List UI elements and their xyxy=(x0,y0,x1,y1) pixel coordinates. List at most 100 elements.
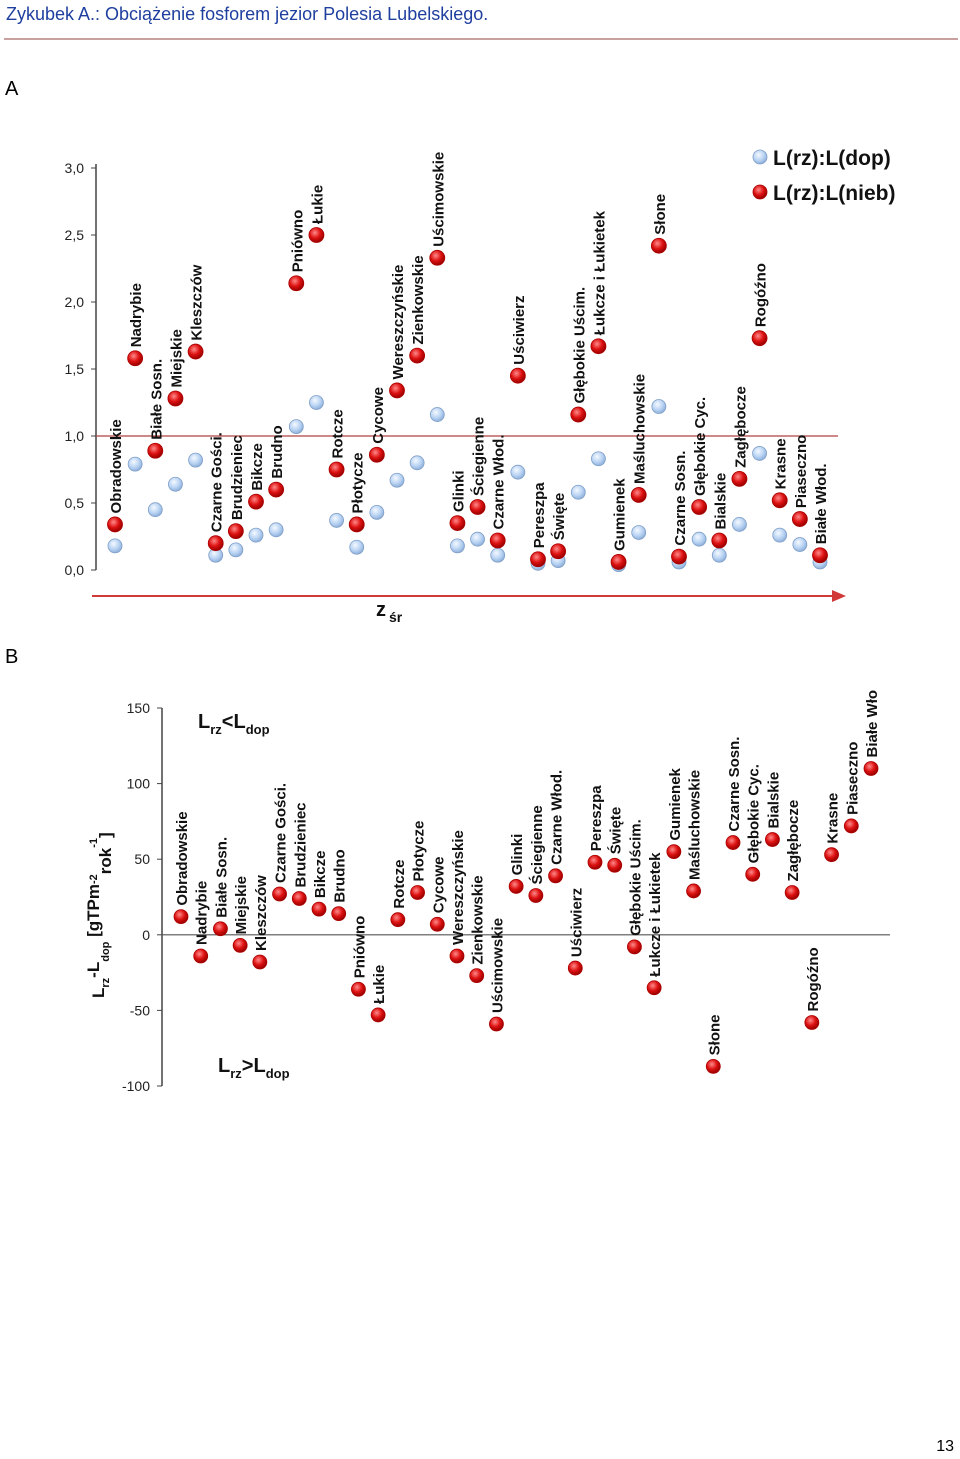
y-tick-label: -100 xyxy=(122,1078,150,1094)
point-label-nadrybie: Nadrybie xyxy=(194,881,211,945)
point-dop-łukcze-i-łukietek xyxy=(591,451,606,467)
point-label-łukie: Łukie xyxy=(371,965,388,1004)
point-piaseczno xyxy=(843,818,859,834)
point-nieb-głębokie-cyc xyxy=(691,499,708,515)
point-label-brudno: Brudno xyxy=(332,849,349,902)
point-dop-brudzieniec xyxy=(228,542,244,558)
point-label-zagłębocze: Zagłębocze xyxy=(785,800,802,882)
point-dop-pniówno xyxy=(288,419,304,435)
point-dop-brudno xyxy=(268,522,284,538)
point-label-krasne: Krasne xyxy=(773,438,790,489)
point-głębokie-cyc xyxy=(745,866,761,882)
y-tick-label: -50 xyxy=(130,1002,150,1018)
point-nieb-kleszczów xyxy=(187,343,204,360)
point-label-piaseczno: Piaseczno xyxy=(793,435,810,508)
point-łukie xyxy=(370,1007,386,1023)
panel-label-a: A xyxy=(5,78,19,100)
point-label-rogóźno: Rogóźno xyxy=(805,947,822,1011)
point-label-brudzieniec: Brudzieniec xyxy=(292,802,309,887)
point-krasne xyxy=(824,847,839,863)
point-label-czarne-włod: Czarne Włod. xyxy=(491,435,508,530)
point-label-białe-sosn: Białe Sosn. xyxy=(213,837,230,918)
point-label-krasne: Krasne xyxy=(825,793,842,844)
point-dop-zienkowskie xyxy=(409,455,425,471)
point-label-czarne-włod: Czarne Włod. xyxy=(549,770,566,865)
point-gumienek xyxy=(666,844,682,860)
y-tick-label: 0,5 xyxy=(65,495,85,511)
point-dop-rotcze xyxy=(329,513,344,528)
point-nieb-brudzieniec xyxy=(227,523,244,540)
y-tick-label: 3,0 xyxy=(65,160,85,176)
point-dop-piaseczno xyxy=(792,537,808,552)
y-tick-label: 2,5 xyxy=(65,227,85,243)
point-obradowskie xyxy=(173,909,189,925)
point-label-głębokie-uścim: Głębokie Uścim. xyxy=(571,287,588,404)
point-dop-łukie xyxy=(309,395,324,410)
page-number: 13 xyxy=(936,1438,954,1455)
point-ściegienne xyxy=(528,888,544,903)
legend-label-nieb: L(rz):L(nieb) xyxy=(773,182,895,205)
point-maśluchowskie xyxy=(686,883,701,899)
point-label-bialskie: Bialskie xyxy=(765,772,782,829)
point-label-gumienek: Gumienek xyxy=(612,478,629,551)
point-dop-wereszczyńskie xyxy=(389,472,405,488)
point-label-zienkowskie: Zienkowskie xyxy=(410,255,427,344)
point-dop-obradowskie xyxy=(107,538,123,554)
point-dop-płotycze xyxy=(349,539,365,555)
point-nieb-łukcze-i-łukietek xyxy=(590,338,607,355)
annotation-lrz-lt-ldop: Lrz<Ldop xyxy=(198,711,270,737)
point-dop-cycowe xyxy=(369,504,385,520)
point-dop-glinki xyxy=(450,538,465,554)
point-nieb-glinki xyxy=(449,515,466,532)
point-nieb-pereszpa xyxy=(530,551,546,568)
point-nieb-białe-włod xyxy=(812,547,828,564)
point-label-głębokie-cyc: Głębokie Cyc. xyxy=(746,764,763,863)
point-label-święte: Święte xyxy=(550,493,568,541)
point-label-bikcze: Bikcze xyxy=(249,443,266,491)
point-label-gumienek: Gumienek xyxy=(667,767,684,840)
point-label-czarne-sosn: Czarne Sosn. xyxy=(672,451,689,546)
point-nieb-łukie xyxy=(308,227,325,243)
point-święte xyxy=(607,857,623,873)
point-zagłębocze xyxy=(784,885,800,900)
point-rotcze xyxy=(390,912,406,928)
point-dop-miejskie xyxy=(168,476,183,492)
point-label-nadrybie: Nadrybie xyxy=(128,283,145,347)
point-label-uściwierz: Uściwierz xyxy=(568,888,585,957)
x-axis-label: z xyxy=(376,599,386,621)
point-label-wereszczyńskie: Wereszczyńskie xyxy=(450,830,467,945)
point-wereszczyńskie xyxy=(449,948,465,964)
point-czarne-gości xyxy=(272,886,287,902)
panel-label-b: B xyxy=(5,646,19,668)
point-dop-bikcze xyxy=(248,527,264,543)
point-brudno xyxy=(331,906,347,922)
point-label-brudzieniec: Brudzieniec xyxy=(229,435,246,520)
point-nieb-wereszczyńskie xyxy=(389,382,405,399)
point-label-kleszczów: Kleszczów xyxy=(189,264,206,340)
x-arrow-head xyxy=(832,590,846,602)
point-label-rotcze: Rotcze xyxy=(330,409,347,458)
point-label-płotycze: Płotycze xyxy=(350,453,367,514)
point-label-kleszczów: Kleszczów xyxy=(253,875,270,951)
point-glinki xyxy=(508,879,524,894)
legend-marker-dop xyxy=(752,149,768,165)
point-dop-ściegienne xyxy=(470,531,485,547)
point-dop-białe-sosn xyxy=(147,502,163,518)
point-nieb-czarne-gości xyxy=(207,535,224,552)
point-nieb-bikcze xyxy=(248,493,264,510)
legend-label-dop: L(rz):L(dop) xyxy=(773,147,891,170)
point-label-święte: Święte xyxy=(607,807,625,855)
y-tick-label: 2,0 xyxy=(65,294,85,310)
point-białe-sosn xyxy=(213,921,228,937)
point-label-brudno: Brudno xyxy=(269,425,286,478)
point-łukcze-i-łukietek xyxy=(646,980,662,996)
point-nieb-maśluchowskie xyxy=(630,487,647,503)
point-dop-krasne xyxy=(772,527,788,543)
point-nieb-czarne-włod xyxy=(489,532,506,549)
point-nieb-święte xyxy=(550,543,567,560)
point-label-płotycze: Płotycze xyxy=(411,821,428,882)
point-nieb-miejskie xyxy=(167,390,184,407)
point-nieb-rogóźno xyxy=(751,330,768,347)
y-tick-label: 0,0 xyxy=(65,562,85,578)
point-pereszpa xyxy=(587,854,603,870)
